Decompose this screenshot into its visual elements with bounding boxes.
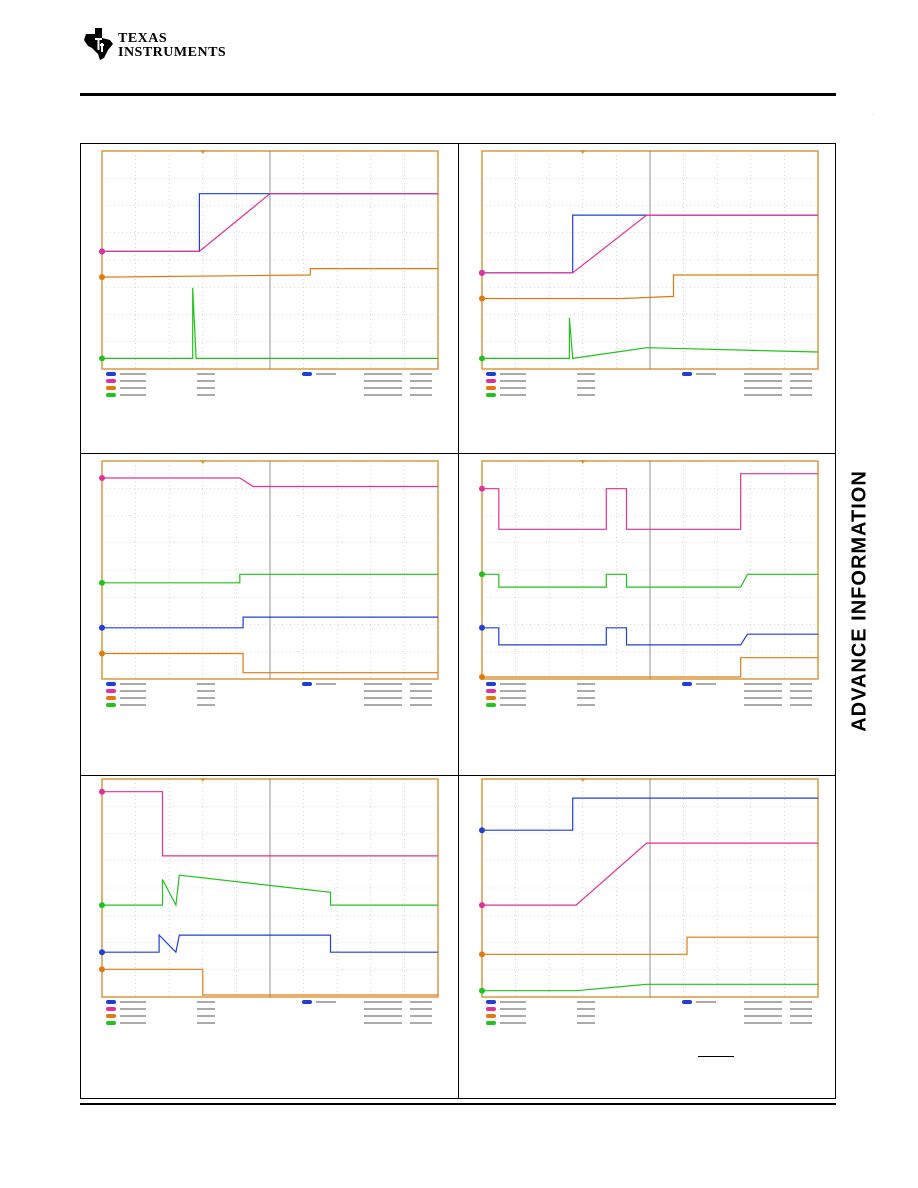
margin-dot: · xyxy=(872,112,874,118)
marker-ch4 xyxy=(99,902,105,909)
marker-ch1 xyxy=(479,624,485,631)
scope-graticule xyxy=(102,151,438,369)
trace-ch2 xyxy=(102,477,438,488)
marker-ch4 xyxy=(479,987,485,994)
trigger-marker xyxy=(579,778,586,782)
marker-ch3 xyxy=(99,650,105,657)
marker-ch3 xyxy=(479,674,485,680)
marker-ch2 xyxy=(99,474,105,481)
trigger-marker xyxy=(199,150,206,154)
trace-ch1 xyxy=(482,627,818,646)
trace-ch4 xyxy=(482,317,819,360)
marker-ch4 xyxy=(479,355,485,362)
scope-panel-2 xyxy=(478,150,822,400)
trace-ch2 xyxy=(102,193,438,253)
marker-ch4 xyxy=(99,579,105,586)
marker-ch1 xyxy=(99,624,105,631)
brand-line-2: INSTRUMENTS xyxy=(118,45,227,60)
scope-graticule xyxy=(482,779,818,997)
trace-ch1 xyxy=(482,797,818,831)
ti-logo: TEXAS INSTRUMENTS xyxy=(80,26,230,66)
trace-ch1 xyxy=(102,616,438,629)
trace-ch3 xyxy=(482,657,818,678)
marker-ch2 xyxy=(99,248,105,255)
scope-panel-5 xyxy=(98,778,442,1028)
scope-status-bar xyxy=(486,372,812,397)
marker-ch3 xyxy=(479,295,485,302)
trigger-marker xyxy=(579,460,586,464)
scope-screen-3 xyxy=(99,460,439,707)
scope-panel-1 xyxy=(98,150,442,400)
trace-ch3 xyxy=(102,652,438,674)
side-banner-label: ADVANCE INFORMATION xyxy=(848,470,871,732)
scope-status-bar xyxy=(486,1000,812,1025)
brand-line-1: TEXAS xyxy=(118,31,168,46)
scope-status-bar xyxy=(106,372,432,397)
scope-graticule xyxy=(102,779,438,997)
trace-ch3 xyxy=(101,267,438,278)
scope-graticule xyxy=(102,461,438,679)
marker-ch3 xyxy=(99,966,105,973)
scope-status-bar xyxy=(486,682,812,707)
texas-state-icon xyxy=(84,28,113,60)
scope-panel-6 xyxy=(478,778,822,1028)
trigger-marker xyxy=(199,778,206,782)
overline-mark xyxy=(698,1056,734,1057)
marker-ch2 xyxy=(479,902,485,909)
trace-ch4 xyxy=(102,573,438,584)
figure-grid xyxy=(80,143,836,1099)
scope-status-bar xyxy=(106,682,432,707)
marker-ch4 xyxy=(479,571,485,578)
scope-screen-6 xyxy=(479,778,819,1025)
trace-ch2 xyxy=(102,791,438,857)
scope-panel-4 xyxy=(478,460,822,710)
grid-divider-vertical xyxy=(458,144,459,1098)
trace-ch4 xyxy=(102,287,438,359)
trace-ch4 xyxy=(482,573,818,588)
marker-ch2 xyxy=(479,269,485,276)
marker-ch3 xyxy=(479,951,485,958)
trace-ch3 xyxy=(482,936,818,955)
marker-ch1 xyxy=(99,949,105,956)
trace-ch4 xyxy=(482,983,818,992)
marker-ch2 xyxy=(479,485,485,492)
trigger-marker xyxy=(579,150,586,154)
trace-ch3 xyxy=(482,274,818,300)
trace-ch3 xyxy=(102,968,438,996)
marker-ch2 xyxy=(99,788,105,795)
grid-divider-row-2 xyxy=(81,775,835,776)
side-banner: ADVANCE INFORMATION xyxy=(840,440,880,762)
marker-ch4 xyxy=(99,355,105,362)
scope-graticule xyxy=(482,461,818,679)
grid-divider-row-1 xyxy=(81,453,835,454)
trace-ch2 xyxy=(482,842,818,906)
trigger-marker xyxy=(199,460,206,464)
trace-ch2 xyxy=(482,214,818,274)
scope-status-bar xyxy=(106,1000,432,1025)
trace-ch4 xyxy=(102,874,438,908)
marker-ch3 xyxy=(99,274,105,281)
scope-screen-4 xyxy=(479,460,819,707)
scope-screen-5 xyxy=(99,778,439,1025)
scope-panel-3 xyxy=(98,460,442,710)
scope-screen-1 xyxy=(99,150,439,397)
trace-ch1 xyxy=(102,933,438,954)
scope-graticule xyxy=(482,151,818,369)
marker-ch1 xyxy=(479,827,485,834)
trace-ch2 xyxy=(482,473,818,530)
header-rule xyxy=(80,93,836,96)
footer-rule xyxy=(80,1103,836,1105)
scope-screen-2 xyxy=(479,150,819,397)
